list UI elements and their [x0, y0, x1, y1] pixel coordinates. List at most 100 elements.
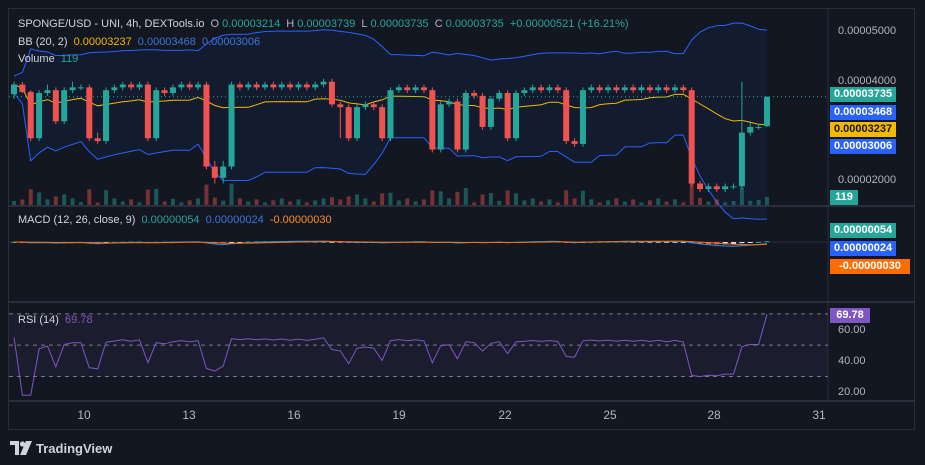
volume-label[interactable]: Volume	[18, 53, 55, 65]
volume-bar	[455, 191, 460, 205]
rsi-line	[13, 314, 768, 396]
macd-hist-badge: 0.00000054	[830, 223, 897, 238]
volume-bar	[413, 201, 418, 205]
macd-hist-bar	[337, 242, 343, 243]
high-value: 0.00003739	[297, 18, 356, 30]
candle-body	[713, 186, 720, 190]
candle-body	[287, 84, 294, 88]
candle-body	[395, 87, 402, 91]
volume-bar	[246, 201, 251, 205]
volume-bar	[539, 201, 544, 205]
volume-bar	[631, 199, 636, 205]
candle-body	[211, 166, 218, 178]
candle-body	[103, 90, 110, 142]
volume-bar	[689, 181, 694, 205]
candle-body	[546, 87, 553, 91]
candle-body	[487, 98, 494, 127]
candle-body	[186, 84, 193, 88]
candle-body	[303, 84, 310, 88]
macd-hist-bar	[639, 241, 644, 243]
volume-bar	[622, 201, 627, 205]
macd-signal-badge: -0.00000030	[830, 259, 910, 274]
volume-bar	[28, 189, 33, 205]
volume-bar	[95, 202, 100, 205]
symbol-label[interactable]: SPONGE/USD - UNI, 4h, DEXTools.io	[18, 18, 205, 30]
volume-bar	[480, 194, 485, 205]
candle-body	[144, 84, 151, 139]
candle-body	[178, 84, 185, 88]
volume-bar	[137, 202, 142, 205]
volume-bar	[748, 200, 753, 205]
volume-bar	[388, 192, 393, 205]
bb-basis-badge: 0.00003237	[830, 122, 897, 137]
volume-bar	[263, 202, 267, 205]
candle-body	[563, 90, 570, 142]
candle-body	[379, 107, 386, 139]
volume-bar	[572, 198, 577, 205]
candle-body	[136, 84, 143, 88]
candle-body	[94, 138, 101, 142]
candle-body	[11, 84, 17, 95]
macd-signal-value: -0.00000030	[269, 214, 332, 226]
candle-body	[412, 87, 419, 91]
rsi-label[interactable]: RSI (14)	[18, 314, 59, 326]
volume-bar	[664, 201, 669, 205]
candle-body	[697, 183, 704, 190]
volume-bar	[564, 190, 569, 205]
volume-bar	[421, 199, 426, 205]
volume-bar	[45, 199, 50, 205]
macd-label[interactable]: MACD (12, 26, close, 9)	[18, 214, 136, 226]
volume-value: 119	[60, 53, 79, 65]
close-value: 0.00003735	[445, 18, 504, 30]
bb-basis-value: 0.00003237	[73, 36, 132, 48]
tradingview-logo[interactable]: TradingView	[10, 438, 112, 458]
candle-body	[111, 87, 118, 91]
volume-bar	[639, 202, 644, 205]
macd-line-badge: 0.00000024	[830, 241, 897, 256]
macd-hist-bar	[680, 241, 686, 243]
candle-body	[764, 96, 770, 127]
macd-hist-bar	[672, 241, 678, 243]
candle-body	[19, 84, 26, 92]
close-price-badge: 0.00003735	[830, 87, 897, 102]
volume-bar	[731, 201, 736, 205]
macd-hist-bar	[664, 241, 670, 243]
volume-bar	[363, 198, 368, 205]
time-tick: 10	[77, 408, 91, 422]
macd-signal-line	[14, 240, 768, 246]
volume-bar	[237, 198, 242, 205]
macd-hist-bar	[747, 242, 753, 243]
volume-bar	[723, 202, 728, 205]
candle-body	[513, 93, 519, 139]
bb-label[interactable]: BB (20, 2)	[18, 36, 68, 48]
volume-bar	[672, 199, 677, 205]
candle-body	[370, 104, 377, 108]
macd-hist-bar	[229, 242, 235, 243]
candle-body	[504, 93, 511, 139]
volume-bar	[430, 190, 435, 205]
volume-bar	[580, 190, 585, 205]
brand-label: TradingView	[36, 440, 113, 456]
bb-lower-badge: 0.00003006	[830, 139, 897, 154]
macd-hist-bar	[245, 241, 251, 243]
change-value: +0.00000521 (+16.21%)	[509, 18, 629, 30]
candle-body	[663, 87, 670, 91]
volume-bar	[497, 200, 502, 205]
macd-hist-bar	[731, 242, 737, 245]
price-tick: 0.00004000	[838, 75, 897, 87]
volume-bar	[221, 200, 226, 205]
macd-hist-bar	[329, 241, 335, 243]
candle-body	[429, 90, 436, 150]
open-value: 0.00003214	[222, 18, 281, 30]
candle-body	[119, 84, 126, 88]
volume-bar	[447, 198, 452, 205]
macd-legend: MACD (12, 26, close, 9) 0.00000054 0.000…	[18, 213, 335, 227]
candle-body	[195, 84, 202, 88]
candle-body	[655, 87, 662, 91]
volume-bar	[597, 202, 602, 205]
candle-body	[161, 90, 168, 94]
volume-bar	[472, 202, 477, 205]
volume-bar	[53, 196, 58, 205]
candle-body	[253, 84, 260, 88]
